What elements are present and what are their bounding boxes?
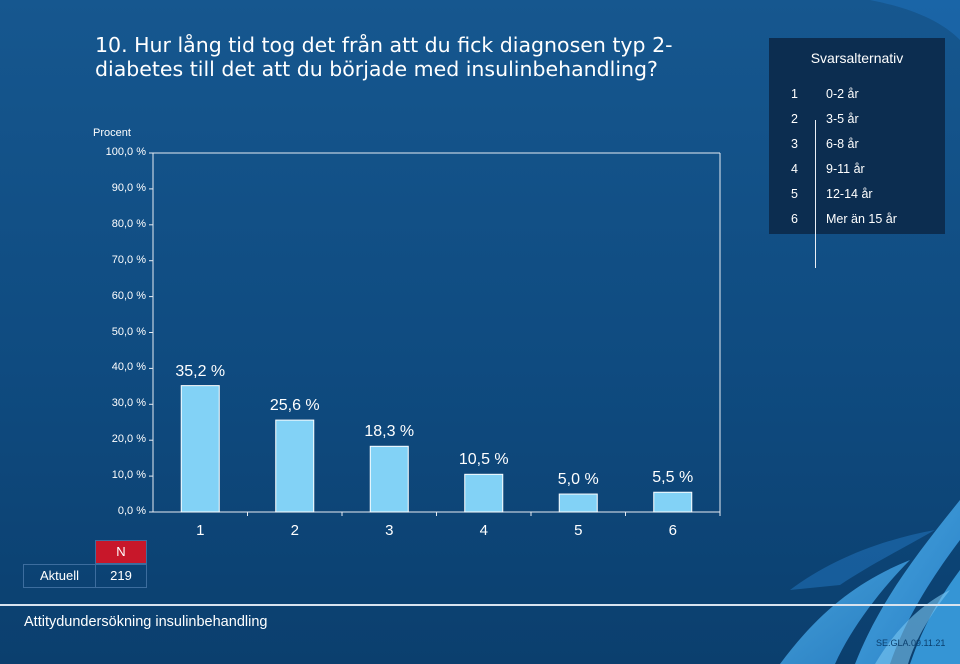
x-tick-label: 5	[574, 522, 583, 539]
bar-value-label: 10,5 %	[458, 451, 509, 469]
y-tick-label: 90,0 %	[111, 181, 146, 194]
y-axis-label: Procent	[93, 127, 131, 139]
y-tick-label: 40,0 %	[111, 361, 146, 374]
x-tick-label: 4	[479, 522, 488, 539]
bar-value-label: 5,0 %	[557, 471, 599, 489]
legend-item-label: Mer än 15 år	[826, 212, 897, 226]
n-table-header: N	[95, 540, 147, 564]
legend-panel: Svarsalternativ 1 0-2 år 2 3-5 år 3 6-8 år 4 9-…	[769, 38, 945, 268]
decorative-swirl-graphic	[780, 500, 960, 664]
legend-item-number: 2	[791, 112, 798, 126]
bar-3	[369, 445, 409, 513]
x-tick-label: 2	[290, 522, 299, 539]
bar-value-label: 5,5 %	[652, 469, 694, 487]
x-tick-label: 6	[668, 522, 677, 539]
bar-5	[558, 493, 598, 513]
bar-2	[275, 419, 315, 513]
legend-item-label: 9-11 år	[826, 162, 865, 176]
x-tick-label: 3	[385, 522, 394, 539]
bar-value-label: 35,2 %	[175, 362, 226, 380]
legend-divider	[815, 120, 816, 268]
legend-item-number: 3	[791, 137, 798, 151]
slide-title: 10. Hur lång tid tog det från att du fic…	[95, 33, 673, 81]
legend-item-label: 6-8 år	[826, 137, 859, 151]
y-tick-label: 10,0 %	[111, 469, 146, 482]
y-tick-label: 20,0 %	[111, 433, 146, 446]
y-tick-label: 60,0 %	[111, 289, 146, 302]
legend-title: Svarsalternativ	[810, 50, 904, 66]
legend-item-label: 3-5 år	[826, 112, 859, 126]
chart-axes	[149, 152, 721, 516]
decorative-corner-graphic	[870, 0, 960, 40]
bar-1	[180, 385, 220, 513]
y-tick-label: 50,0 %	[111, 325, 146, 338]
legend-item-label: 0-2 år	[826, 87, 859, 101]
legend-item-number: 5	[791, 187, 798, 201]
n-table-row-label: Aktuell	[23, 564, 96, 588]
legend-item-label: 12-14 år	[826, 187, 873, 201]
legend-item-number: 6	[791, 212, 798, 226]
bar-6	[653, 491, 693, 513]
footer-divider	[0, 604, 960, 606]
y-tick-label: 100,0 %	[105, 146, 146, 158]
footer-text: Attitydundersökning insulinbehandling	[24, 614, 268, 630]
chart-bars	[180, 385, 693, 513]
legend-item-number: 4	[791, 162, 798, 176]
y-tick-label: 70,0 %	[111, 253, 146, 266]
bar-value-label: 18,3 %	[364, 423, 415, 441]
x-tick-label: 1	[196, 522, 205, 539]
bar-4	[464, 473, 504, 513]
bar-value-label: 25,6 %	[269, 397, 320, 415]
y-tick-label: 30,0 %	[111, 397, 146, 410]
document-code: SE.GLA.09.11.21	[876, 638, 946, 648]
n-table-value: 219	[95, 564, 147, 588]
y-tick-label: 80,0 %	[111, 217, 146, 230]
legend-item-number: 1	[791, 87, 798, 101]
y-tick-label: 0,0 %	[117, 505, 146, 517]
